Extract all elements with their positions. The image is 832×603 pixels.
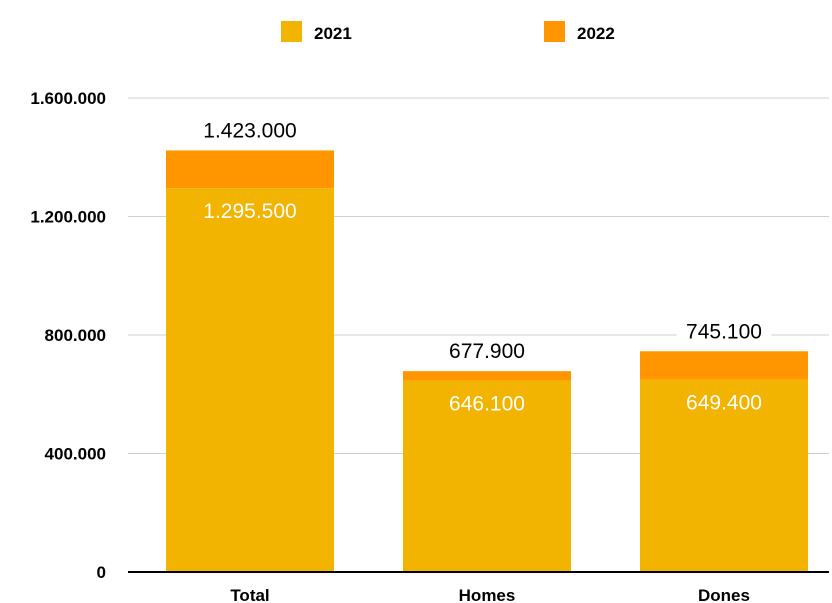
data-label-inside: 646.100 (449, 393, 525, 416)
data-label-inside: 649.400 (686, 392, 762, 415)
x-tick-label: Total (230, 586, 269, 603)
bars (166, 150, 808, 572)
data-label-total: 745.100 (686, 320, 762, 343)
bar-2021-total (166, 188, 334, 572)
bar-2021-homes (403, 380, 571, 572)
y-tick-label: 0 (97, 563, 106, 582)
bar-2021-dones (640, 379, 808, 572)
legend: 2021 2022 (281, 21, 615, 43)
data-label-bg (191, 116, 309, 143)
bar-2022-total (166, 150, 334, 189)
data-label-total: 1.423.000 (203, 119, 296, 142)
legend-swatch-2022 (544, 21, 565, 42)
y-tick-label: 1.200.000 (30, 208, 106, 227)
data-label-bg (676, 317, 772, 344)
y-tick-label: 400.000 (45, 445, 106, 464)
legend-swatch-2021 (281, 21, 302, 42)
data-label-bg (439, 337, 535, 364)
bar-2022-dones (640, 351, 808, 380)
x-tick-label: Homes (459, 586, 516, 603)
data-label-total: 677.900 (449, 340, 525, 363)
bar-2022-homes (403, 371, 571, 381)
x-axis: Total Homes Dones (128, 571, 829, 603)
data-labels: 1.295.500 1.423.000 646.100 677.900 649.400 7… (191, 116, 772, 416)
y-axis: 0 400.000 800.000 1.200.000 1.600.000 (30, 89, 106, 582)
y-tick-label: 1.600.000 (30, 89, 106, 108)
legend-label-2021: 2021 (314, 24, 352, 43)
x-tick-label: Dones (698, 586, 750, 603)
y-tick-label: 800.000 (45, 326, 106, 345)
data-label-inside: 1.295.500 (203, 200, 296, 223)
legend-label-2022: 2022 (577, 24, 615, 43)
